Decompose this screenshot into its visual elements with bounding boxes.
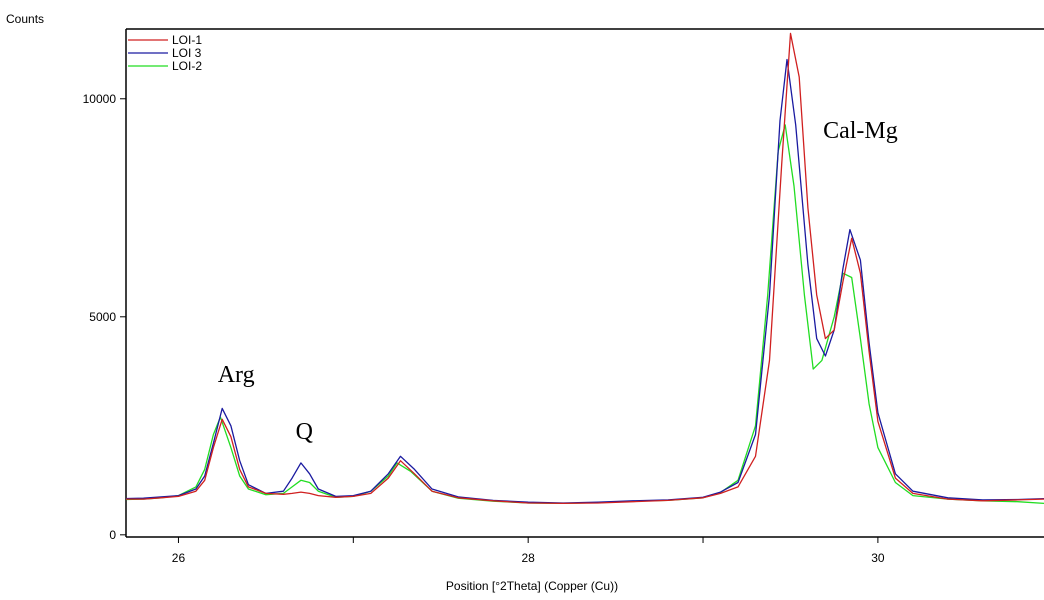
legend-label: LOI-2 (172, 59, 202, 73)
y-tick-label: 10000 (83, 92, 117, 106)
x-tick-label: 26 (172, 551, 186, 565)
peak-annotation: Q (296, 419, 313, 445)
y-axis: 0 5000 10000 (83, 92, 126, 542)
series-layer (125, 32, 1044, 505)
x-tick-label: 30 (871, 551, 885, 565)
series-line-loi-3 (125, 58, 1044, 504)
series-line-loi-2 (125, 124, 1044, 505)
legend-label: LOI 3 (172, 46, 202, 60)
peak-annotation: Cal-Mg (823, 118, 898, 144)
legend-label: LOI-1 (172, 33, 202, 47)
y-axis-title: Counts (6, 12, 44, 26)
x-tick-label: 28 (521, 551, 535, 565)
x-axis-title: Position [°2Theta] (Copper (Cu)) (446, 579, 618, 593)
series-line-loi-1 (126, 32, 1044, 505)
x-axis: 26 28 30 (172, 537, 885, 565)
peak-annotation: Arg (218, 362, 255, 388)
annotations: Arg Q Cal-Mg (218, 118, 898, 445)
y-tick-label: 5000 (89, 310, 116, 324)
y-tick-label: 0 (109, 528, 116, 542)
plot-frame (125, 28, 1044, 538)
